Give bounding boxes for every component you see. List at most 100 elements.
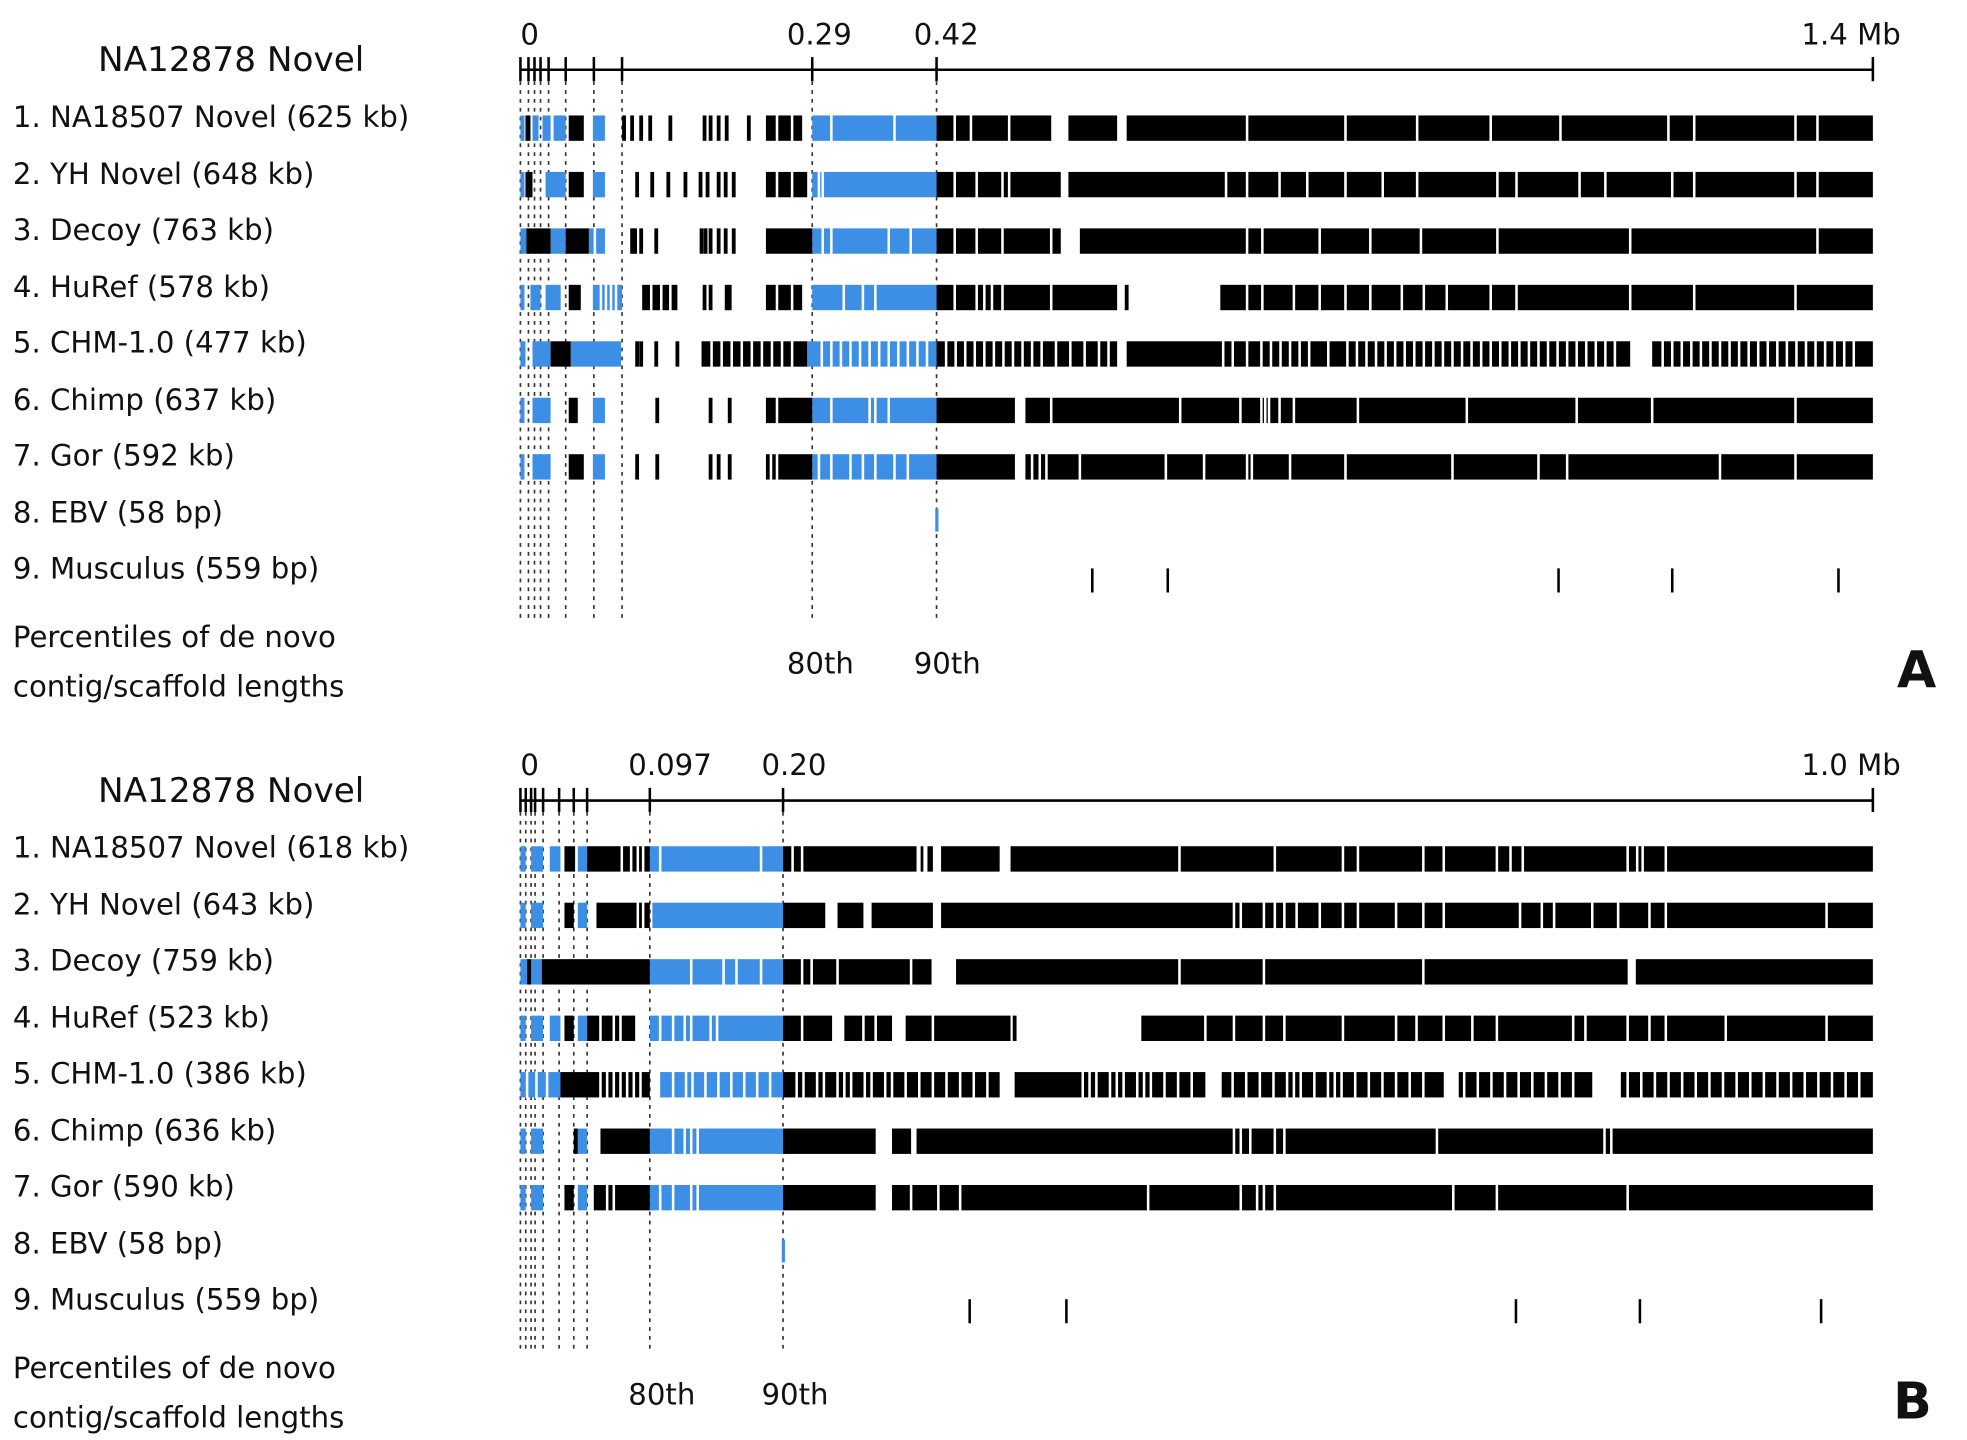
aligned-segment-black — [593, 1184, 650, 1211]
aligned-contig-tick — [666, 171, 671, 198]
aligned-contig-tick — [639, 115, 644, 141]
segment-gap — [1115, 1070, 1119, 1099]
track-row — [520, 452, 1873, 481]
segment-gap — [775, 283, 779, 312]
segment-gap — [1422, 283, 1426, 312]
segment-gap — [1146, 1183, 1150, 1212]
segment-gap — [1001, 283, 1004, 312]
segment-gap — [1540, 901, 1544, 930]
segment-gap — [1489, 114, 1492, 143]
segment-gap — [775, 170, 779, 199]
aligned-segment-blue — [652, 902, 784, 929]
aligned-contig-tick — [724, 284, 729, 311]
track-label: 4. HuRef (523 kb) — [13, 1001, 270, 1035]
segment-gap — [790, 170, 794, 199]
segment-gap — [750, 340, 754, 368]
aligned-contig-tick — [716, 454, 721, 480]
aligned-segment-black — [568, 115, 584, 141]
aligned-segment-blue — [660, 1072, 784, 1098]
aligned-segment-blue — [649, 846, 784, 872]
musculus-label: 9. Musculus (559 bp) — [13, 1282, 319, 1316]
axis-tick-label: 0 — [520, 748, 539, 782]
segment-gap — [671, 1127, 675, 1156]
musculus-hit — [1091, 568, 1094, 593]
aligned-segment-black — [956, 959, 1628, 985]
segment-gap — [1804, 340, 1808, 368]
segment-gap — [1400, 283, 1404, 312]
segment-gap — [1369, 227, 1372, 256]
aligned-segment-black — [564, 1015, 574, 1041]
segment-gap — [1295, 901, 1298, 930]
aligned-segment-black — [1652, 341, 1873, 367]
segment-gap — [641, 844, 645, 873]
segment-gap — [1628, 227, 1632, 256]
segment-gap — [1460, 340, 1464, 368]
ebv-label: 8. EBV (58 bp) — [13, 496, 223, 530]
segment-gap — [909, 957, 913, 986]
segment-gap — [1122, 1070, 1125, 1099]
segment-gap — [1794, 170, 1797, 199]
segment-gap — [1670, 170, 1674, 199]
aligned-segment-black — [1068, 115, 1118, 141]
segment-gap — [953, 170, 956, 199]
segment-gap — [639, 1070, 642, 1099]
aligned-segment-black — [936, 228, 1061, 254]
segment-gap — [1718, 452, 1722, 481]
segment-gap — [1610, 1127, 1613, 1156]
segment-gap — [742, 1070, 746, 1099]
aligned-segment-black — [565, 228, 589, 254]
segment-gap — [684, 1070, 688, 1099]
segment-gap — [1164, 452, 1168, 481]
segment-gap — [689, 1127, 693, 1156]
aligned-segment-blue — [592, 171, 605, 198]
segment-gap — [1578, 170, 1581, 199]
segment-gap — [1245, 170, 1249, 199]
aligned-contig-tick — [654, 228, 659, 254]
segment-gap — [836, 957, 839, 986]
segment-gap — [830, 396, 833, 425]
aligned-segment-black — [871, 902, 933, 929]
segment-gap — [1531, 1070, 1534, 1099]
segment-gap — [1692, 170, 1696, 199]
aligned-segment-black — [927, 846, 933, 872]
segment-gap — [1565, 452, 1569, 481]
segment-gap — [1318, 283, 1321, 312]
segment-gap — [1262, 901, 1266, 930]
segment-gap — [945, 1070, 948, 1099]
segment-gap — [620, 844, 624, 873]
aligned-segment-black — [765, 454, 813, 480]
segment-gap — [1224, 170, 1228, 199]
aligned-segment-black — [916, 1128, 1873, 1154]
segment-gap — [1149, 1070, 1153, 1099]
segment-gap — [1724, 1014, 1728, 1043]
aligned-segment-blue — [520, 959, 528, 985]
segment-gap — [1825, 901, 1828, 930]
panel-b: NA12878 Novel 1. NA18507 Novel (618 kb) … — [13, 748, 1932, 1434]
aligned-segment-blue — [812, 115, 937, 141]
aligned-segment-black — [564, 902, 574, 929]
segment-gap — [1613, 340, 1617, 368]
axis-tick-label: 1.0 Mb — [1801, 748, 1900, 782]
segment-gap — [1045, 452, 1048, 481]
segment-gap — [1054, 340, 1058, 368]
segment-gap — [1575, 340, 1578, 368]
segment-gap — [1794, 114, 1797, 143]
aligned-segment-black — [765, 115, 803, 141]
aligned-segment-black — [1220, 284, 1873, 311]
segment-gap — [909, 1183, 913, 1212]
segment-gap — [953, 227, 956, 256]
segment-gap — [937, 1183, 940, 1212]
aligned-segment-blue — [520, 171, 525, 198]
track-label: 5. CHM-1.0 (386 kb) — [13, 1056, 307, 1090]
segment-gap — [1369, 283, 1372, 312]
axis-tick-label: 0.29 — [787, 17, 852, 51]
aligned-segment-black — [837, 902, 864, 929]
segment-gap — [1261, 227, 1264, 256]
panel-letter: B — [1893, 1371, 1932, 1430]
segment-gap — [1231, 340, 1235, 368]
aligned-segment-blue — [592, 115, 605, 141]
aligned-segment-blue — [649, 1184, 784, 1211]
segment-gap — [916, 340, 919, 368]
segment-gap — [1190, 1070, 1193, 1099]
segment-gap — [1479, 340, 1483, 368]
